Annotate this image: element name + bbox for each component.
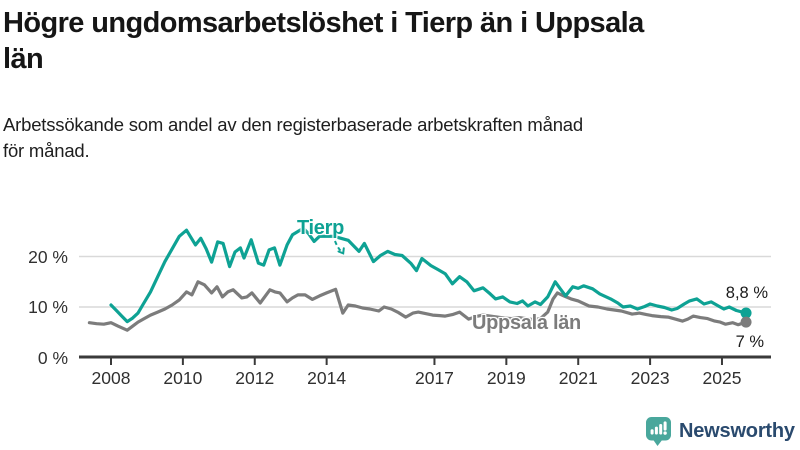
chart-subtitle-line-1: Arbetssökande som andel av den registerb…: [3, 114, 583, 135]
end-value-label-tierp: 8,8 %: [725, 284, 768, 302]
chart-title-line-1: Högre ungdomsarbetslöshet i Tierp än i U…: [3, 7, 644, 39]
tierp-label-arrowhead: [337, 247, 345, 255]
x-axis-tick-label-2019: 2019: [486, 368, 526, 388]
brand-name: Newsworthy: [679, 419, 795, 442]
chart-subtitle: Arbetssökande som andel av den registerb…: [3, 112, 783, 164]
x-axis-tick-label-2008: 2008: [91, 368, 131, 388]
chart-title-line-2: län: [3, 43, 44, 75]
x-axis-tick-label-2025: 2025: [702, 368, 742, 388]
x-axis-tick-label-2010: 2010: [163, 368, 203, 388]
series-line-uppsala-l-n: [87, 280, 748, 332]
series-label-tierp: Tierp: [297, 217, 345, 239]
x-axis-tick-label-2012: 2012: [235, 368, 275, 388]
end-dot-tierp: [740, 307, 752, 319]
end-value-label-uppsala-lan: 7 %: [735, 333, 764, 351]
series-line-tierp: [109, 226, 748, 324]
chart-title: Högre ungdomsarbetslöshet i Tierp än i U…: [3, 5, 773, 77]
end-dot-uppsala-l-n: [740, 316, 752, 328]
chart-subtitle-line-2: för månad.: [3, 140, 90, 161]
series-label-uppsala-lan: Uppsala län: [472, 312, 581, 334]
y-axis-tick-label-10: 10 %: [28, 297, 68, 317]
x-axis-tick-label-2014: 2014: [307, 368, 347, 388]
y-axis-tick-label-20: 20 %: [28, 246, 68, 267]
x-axis-tick-label-2023: 2023: [630, 368, 670, 388]
newsworthy-logo: Newsworthy: [645, 414, 795, 448]
x-axis-tick-label-2017: 2017: [414, 368, 454, 388]
bar-chart-speech-bubble-icon: [646, 416, 671, 446]
x-axis-tick-label-2021: 2021: [558, 368, 598, 388]
tierp-label-arrow: [334, 240, 344, 254]
y-axis-tick-label-0: 0 %: [37, 347, 68, 368]
